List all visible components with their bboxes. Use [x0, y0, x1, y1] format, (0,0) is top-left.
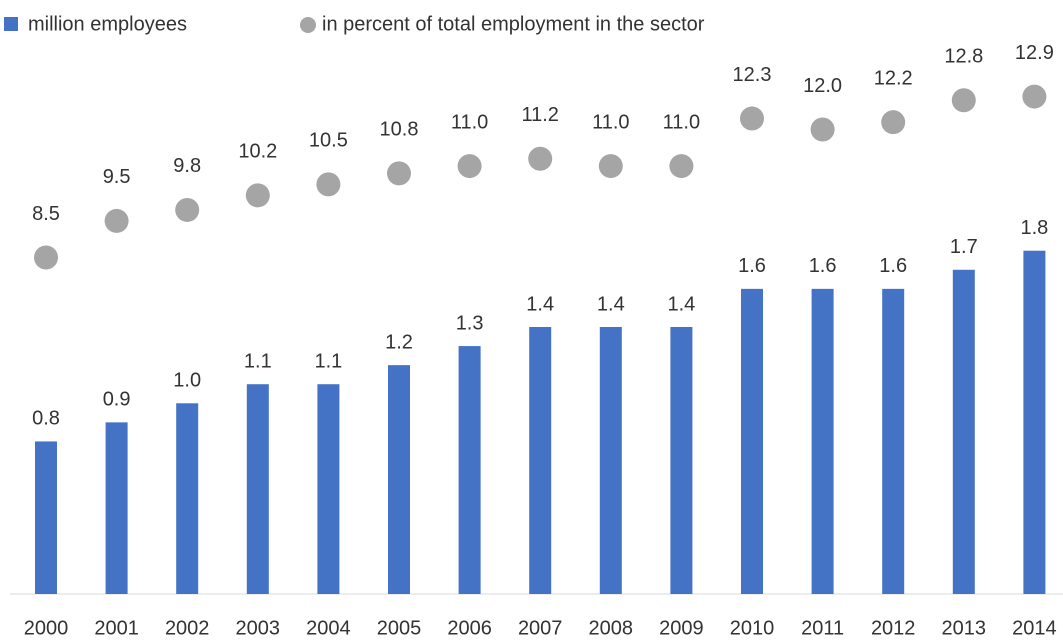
bar	[529, 327, 552, 594]
dot	[34, 245, 58, 270]
x-tick-label: 2004	[306, 617, 351, 639]
bar	[176, 403, 199, 594]
x-tick-label: 2010	[730, 617, 775, 639]
bar	[741, 288, 763, 594]
x-tick-label: 2007	[518, 617, 563, 639]
data-label: 1.8	[1020, 217, 1048, 239]
dot	[175, 197, 200, 222]
data-label: 9.5	[103, 166, 131, 188]
dot	[245, 183, 270, 208]
bar	[670, 327, 693, 594]
bar	[811, 288, 834, 594]
bar	[388, 365, 410, 594]
dot	[598, 154, 623, 179]
x-tick-label: 2006	[447, 617, 492, 639]
data-label: 1.1	[314, 350, 342, 372]
data-label: 1.0	[173, 370, 201, 392]
legend-swatch	[4, 17, 18, 31]
data-label: 11.0	[451, 111, 488, 133]
bar	[882, 288, 905, 594]
data-label: 12.8	[944, 46, 983, 68]
dot	[457, 154, 482, 179]
legend-label: million employees	[28, 13, 187, 35]
x-tick-label: 2002	[165, 617, 210, 639]
x-tick-label: 2011	[801, 617, 844, 639]
dot	[528, 146, 553, 171]
data-label: 9.8	[173, 155, 201, 177]
data-label: 10.2	[238, 141, 277, 163]
data-label: 1.2	[385, 331, 413, 353]
data-label: 0.8	[32, 408, 60, 430]
x-tick-label: 2001	[94, 617, 139, 639]
bar	[1023, 250, 1046, 594]
dot	[669, 154, 694, 179]
data-label: 1.4	[667, 293, 695, 315]
bar	[105, 422, 128, 594]
dot	[387, 161, 411, 186]
data-label: 11.0	[663, 111, 700, 133]
bar	[599, 327, 622, 594]
dot	[740, 106, 764, 131]
x-tick-label: 2009	[659, 617, 704, 639]
data-label: 10.8	[380, 119, 419, 141]
data-label: 11.2	[521, 104, 558, 126]
dot	[104, 208, 129, 233]
dot	[316, 172, 341, 197]
data-label: 1.4	[597, 293, 625, 315]
x-tick-label: 2008	[589, 617, 634, 639]
x-tick-label: 2014	[1012, 617, 1057, 639]
data-label: 8.5	[32, 203, 60, 225]
x-tick-label: 2013	[942, 617, 987, 639]
dot	[810, 117, 835, 142]
x-tick-label: 2005	[377, 617, 422, 639]
data-label: 12.9	[1015, 42, 1054, 64]
bar	[246, 384, 269, 594]
x-tick-label: 2003	[236, 617, 281, 639]
x-tick-label: 2012	[871, 617, 916, 639]
data-label: 12.3	[733, 64, 772, 86]
dot	[951, 88, 976, 113]
data-label: 1.6	[809, 255, 837, 277]
bar	[952, 269, 975, 594]
data-label: 12.0	[803, 75, 842, 97]
bar	[317, 384, 340, 594]
dot	[1022, 84, 1047, 109]
data-label: 1.6	[738, 255, 766, 277]
legend-swatch	[300, 17, 316, 33]
data-label: 1.4	[526, 293, 554, 315]
x-tick-label: 2000	[24, 617, 69, 639]
data-label: 1.7	[950, 236, 978, 258]
data-label: 1.1	[244, 350, 272, 372]
data-label: 12.2	[874, 67, 913, 89]
data-label: 11.0	[592, 111, 629, 133]
dot	[881, 110, 906, 135]
data-label: 10.5	[309, 130, 348, 152]
data-label: 1.6	[879, 255, 907, 277]
bar	[35, 441, 57, 594]
bar	[458, 346, 481, 594]
legend-label: in percent of total employment in the se…	[322, 13, 705, 35]
data-label: 0.9	[103, 389, 131, 411]
data-label: 1.3	[456, 312, 484, 334]
